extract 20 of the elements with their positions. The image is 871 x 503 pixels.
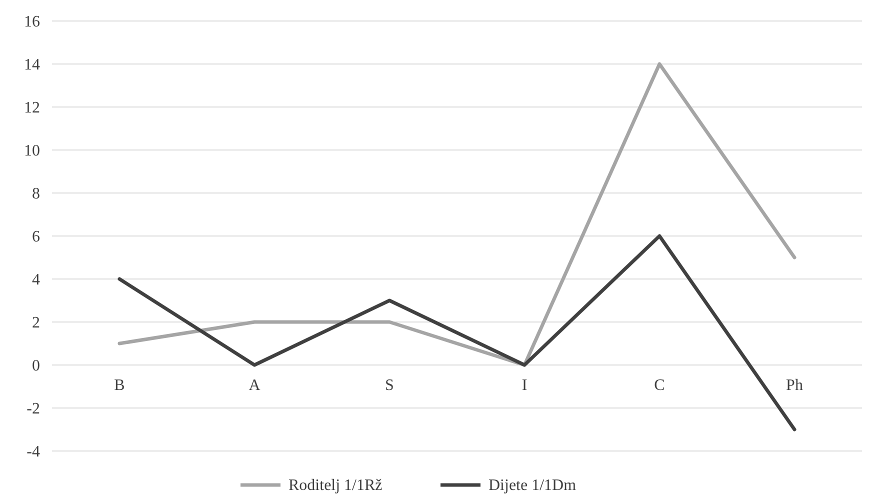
legend-label: Roditelj 1/1Rž xyxy=(288,477,382,494)
y-tick-label: 4 xyxy=(32,272,40,289)
y-tick-label: -4 xyxy=(26,444,40,461)
y-tick-label: 2 xyxy=(32,314,40,332)
y-tick-label: -2 xyxy=(26,400,40,418)
y-tick-label: 10 xyxy=(24,142,40,160)
legend-label: Dijete 1/1Dm xyxy=(488,477,577,494)
x-tick-label: C xyxy=(654,377,665,394)
y-tick-label: 16 xyxy=(24,14,40,31)
x-tick-label: S xyxy=(385,377,394,394)
y-tick-label: 6 xyxy=(32,228,40,246)
line-series xyxy=(118,62,796,367)
y-tick-label: 12 xyxy=(24,100,40,117)
y-tick-label: 8 xyxy=(32,186,40,203)
x-tick-label: Ph xyxy=(786,377,803,394)
x-tick-label: A xyxy=(248,377,261,394)
y-tick-label: 0 xyxy=(32,358,40,375)
y-tick-label: 14 xyxy=(24,56,40,74)
x-tick-label: B xyxy=(114,377,125,394)
x-tick-label: I xyxy=(522,377,528,394)
